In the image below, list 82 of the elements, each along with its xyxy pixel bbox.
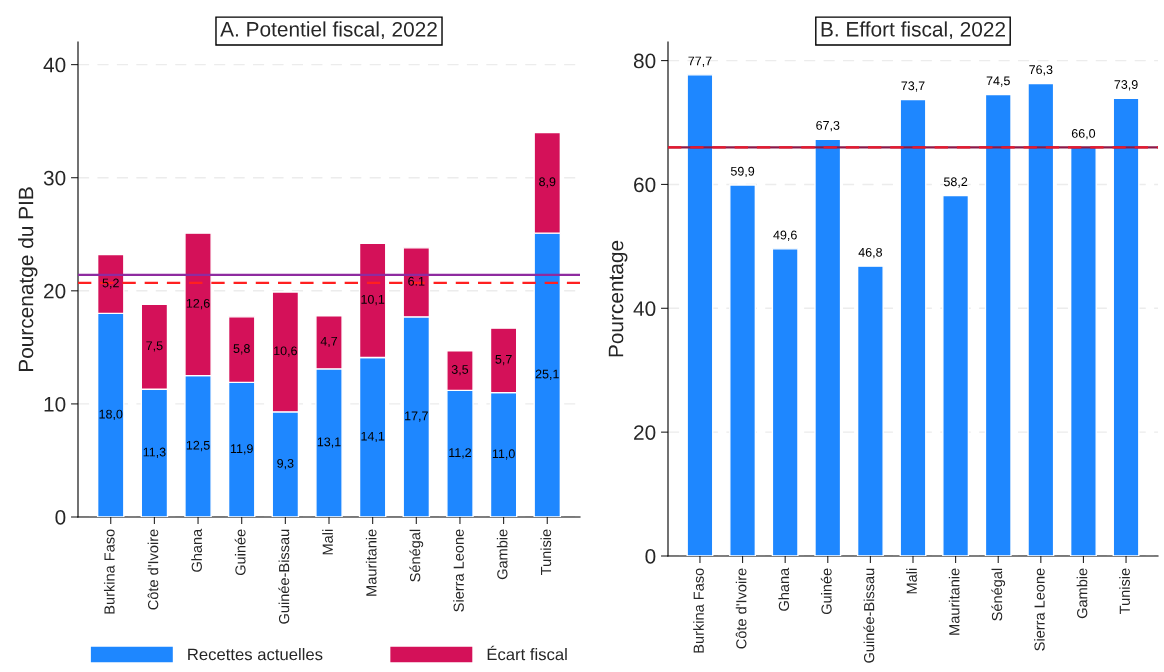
data-label: 5,2 xyxy=(102,278,119,289)
data-label: 11,3 xyxy=(143,447,166,458)
y-tick-label: 40 xyxy=(633,301,656,317)
data-label: 59,9 xyxy=(730,166,755,178)
data-label: 7,5 xyxy=(146,341,163,352)
data-label: 10,6 xyxy=(274,346,297,357)
x-tick-label: Côte d'Ivoire xyxy=(147,529,159,610)
data-label: 17,7 xyxy=(405,411,428,422)
bar xyxy=(984,93,1012,556)
bar xyxy=(1112,97,1140,556)
y-axis-title: Pourcentage xyxy=(608,240,628,357)
x-tick-label: Ghana xyxy=(778,567,790,611)
x-tick-label: Sierra Leone xyxy=(453,529,464,612)
y-tick-label: 80 xyxy=(633,53,656,69)
data-label: 73,7 xyxy=(901,81,925,92)
x-tick-label: Burkina Faso xyxy=(693,568,704,653)
x-tick-label: Mali xyxy=(906,568,917,594)
data-label: 12,5 xyxy=(186,440,210,452)
x-tick-label: Guinée xyxy=(820,568,832,615)
data-label: 11,2 xyxy=(449,448,472,459)
data-label: 73,9 xyxy=(1114,80,1138,91)
x-tick-label: Sénégal xyxy=(409,529,424,582)
bar xyxy=(899,98,927,556)
data-label: 6.1 xyxy=(408,276,425,286)
data-label: 11,0 xyxy=(492,449,515,460)
data-label: 76,3 xyxy=(1029,65,1053,76)
data-label: 11,9 xyxy=(230,444,253,455)
data-label: 5,8 xyxy=(233,344,250,355)
legend-label: Recettes actuelles xyxy=(188,648,323,661)
data-label: 4,7 xyxy=(320,336,338,348)
x-tick-label: Burkina Faso xyxy=(103,529,115,614)
data-label: 25,1 xyxy=(535,369,559,380)
data-label: 18,0 xyxy=(99,409,123,421)
chart-title: B. Effort fiscal, 2022 xyxy=(821,21,1005,40)
y-tick-label: 40 xyxy=(43,57,66,73)
data-label: 66,0 xyxy=(1071,129,1096,140)
data-label: 9,3 xyxy=(277,458,294,470)
data-label: 67,3 xyxy=(816,120,840,132)
bar xyxy=(1027,82,1055,556)
bar xyxy=(942,194,970,556)
x-tick-label: Gambie xyxy=(496,529,508,580)
x-tick-label: Gambie xyxy=(1076,568,1088,619)
bar xyxy=(729,184,757,556)
y-tick-label: 20 xyxy=(44,283,66,299)
x-tick-label: Mauritanie xyxy=(948,568,960,635)
y-tick-label: 0 xyxy=(55,510,66,525)
data-label: 46,8 xyxy=(858,247,883,259)
data-label: 12,6 xyxy=(186,298,210,310)
chart-title: A. Potentiel fiscal, 2022 xyxy=(220,21,437,40)
x-tick-label: Tunisie xyxy=(1119,568,1130,614)
data-label: 8,9 xyxy=(539,177,556,188)
y-tick-label: 30 xyxy=(43,170,66,186)
y-tick-label: 10 xyxy=(44,396,66,412)
bar xyxy=(1069,146,1097,556)
x-tick-label: Guinée-Bissau xyxy=(278,529,290,624)
data-label: 49,6 xyxy=(773,230,797,241)
y-tick-label: 20 xyxy=(634,425,656,440)
y-axis-title: Pourcenatge du PIB xyxy=(18,187,38,372)
x-tick-label: Sierra Leone xyxy=(1034,568,1045,651)
y-tick-label: 0 xyxy=(645,549,656,564)
data-label: 77,7 xyxy=(688,56,712,67)
x-tick-label: Guinée-Bissau xyxy=(863,568,875,663)
data-label: 5,7 xyxy=(495,355,512,366)
x-tick-label: Sénégal xyxy=(991,568,1006,621)
bar xyxy=(856,265,884,556)
y-tick-label: 60 xyxy=(634,177,656,193)
legend-label: Écart fiscal xyxy=(487,645,567,661)
data-label: 74,5 xyxy=(986,76,1010,87)
bar xyxy=(814,138,842,556)
x-tick-label: Tunisie xyxy=(540,529,552,575)
bar xyxy=(686,74,714,556)
data-label: 3,5 xyxy=(451,365,469,376)
bar xyxy=(771,248,799,556)
x-tick-label: Mauritanie xyxy=(365,529,377,596)
x-tick-label: Mali xyxy=(322,529,333,555)
data-label: 58,2 xyxy=(943,177,968,188)
x-tick-label: Ghana xyxy=(191,528,202,572)
data-label: 13,1 xyxy=(317,437,341,448)
x-tick-label: Guinée xyxy=(234,529,246,576)
data-label: 10,1 xyxy=(361,294,385,306)
data-label: 14,1 xyxy=(361,431,385,443)
x-tick-label: Côte d'Ivoire xyxy=(735,568,747,649)
